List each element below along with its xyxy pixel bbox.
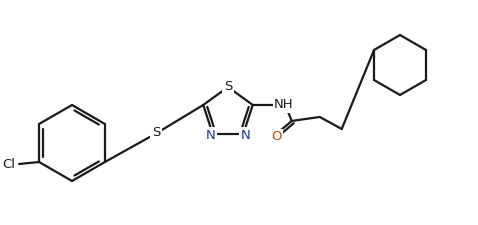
Text: NH: NH xyxy=(274,99,293,111)
Text: N: N xyxy=(240,128,250,142)
Text: Cl: Cl xyxy=(2,158,16,171)
Text: N: N xyxy=(206,128,216,142)
Text: O: O xyxy=(272,130,282,144)
Text: S: S xyxy=(152,126,160,139)
Text: S: S xyxy=(224,80,232,93)
